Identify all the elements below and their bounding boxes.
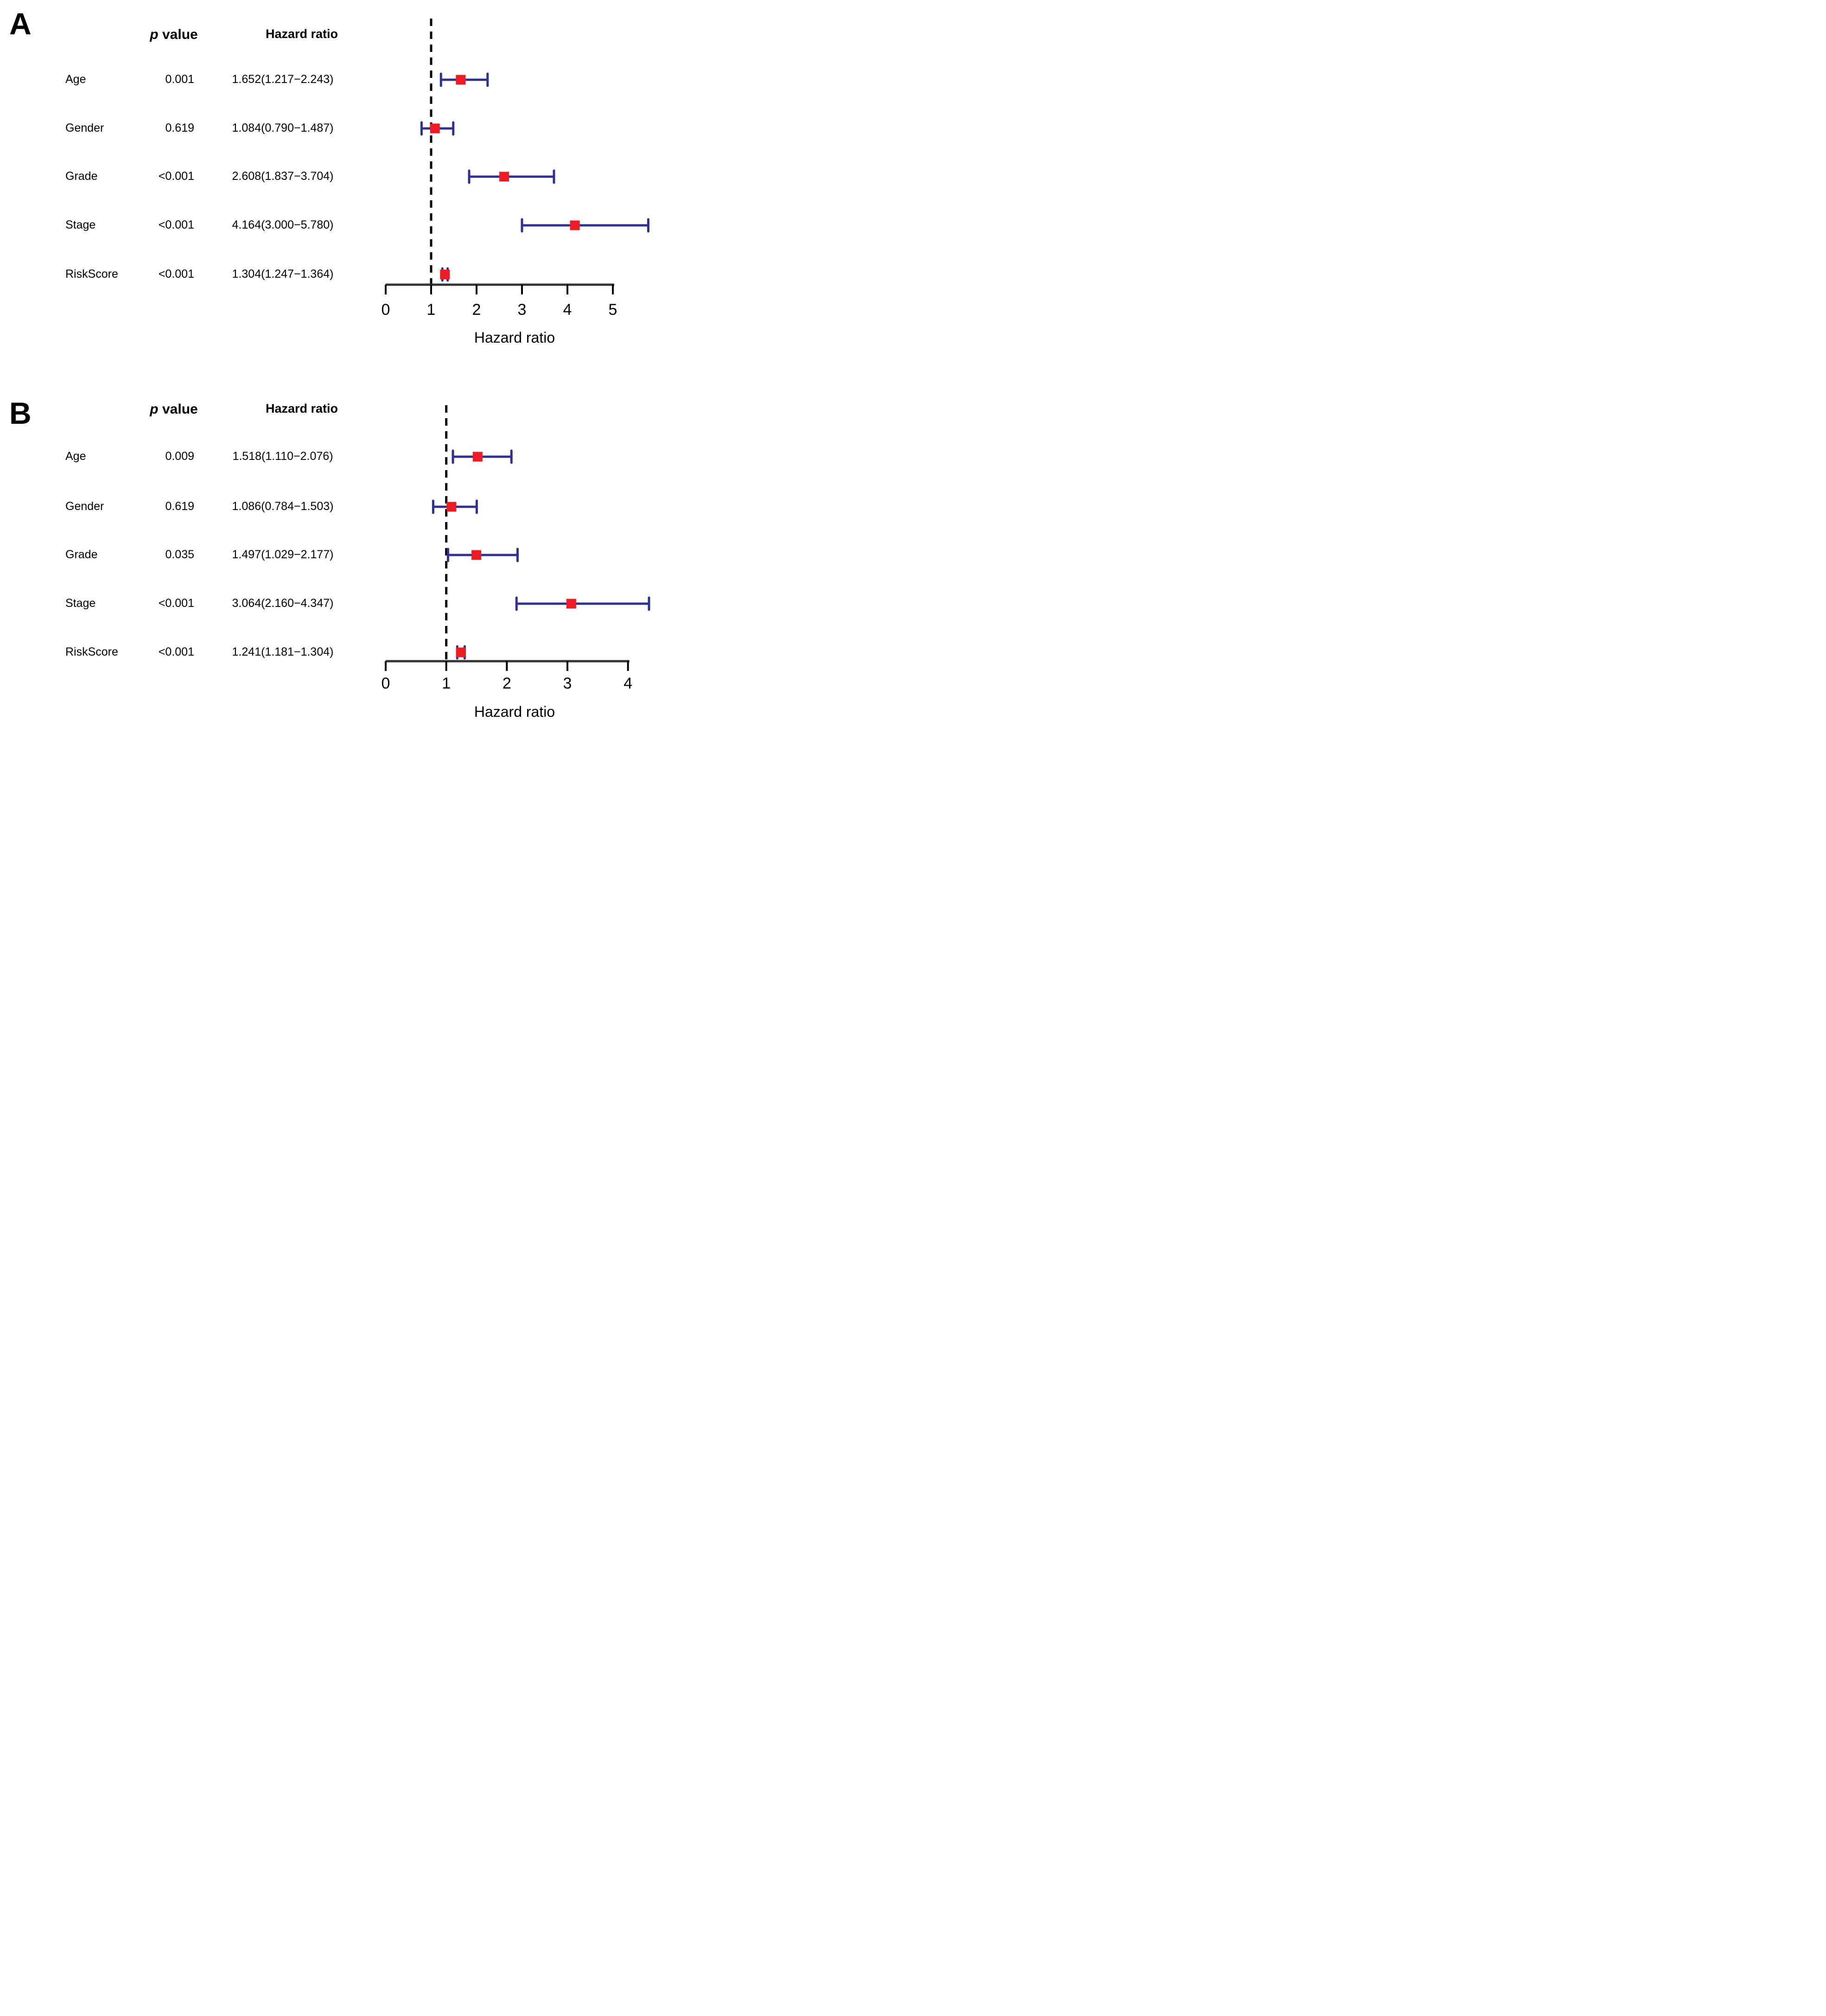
- row-pvalue-grade: <0.001: [158, 170, 194, 183]
- row-hr-ci-riskscore: 1.241(1.181−1.304): [232, 645, 334, 658]
- hr-marker: [430, 123, 440, 134]
- x-axis-tick-label: 5: [609, 301, 617, 319]
- panel-b-plot: 0 1 2 3 4 Hazard ratio: [382, 405, 650, 720]
- row-label-age: Age: [65, 73, 86, 86]
- row-pvalue-age: 0.009: [165, 450, 194, 463]
- x-axis-title: Hazard ratio: [474, 703, 555, 720]
- row-pvalue-riskscore: <0.001: [158, 645, 194, 658]
- x-axis-tick-label: 4: [624, 675, 632, 692]
- panel-a: 0 1 2 3 4 5 Hazard ratio A p value Hazard ratio…: [0, 0, 658, 364]
- hr-marker: [570, 220, 580, 230]
- row-hr-ci-age: 1.518(1.110−2.076): [232, 450, 333, 463]
- row-label-riskscore: RiskScore: [65, 268, 118, 281]
- x-axis-tick-label: 3: [518, 301, 527, 319]
- row-hr-ci-grade: 2.608(1.837−3.704): [232, 170, 334, 183]
- x-axis-tick-label: 0: [382, 675, 390, 692]
- row-label-gender: Gender: [65, 500, 104, 513]
- row-pvalue-stage: <0.001: [158, 597, 194, 610]
- row-label-riskscore: RiskScore: [65, 645, 118, 658]
- hr-marker: [440, 269, 450, 280]
- x-axis-tick-label: 0: [382, 301, 390, 319]
- hr-marker: [471, 550, 482, 560]
- x-axis-tick-label: 4: [563, 301, 572, 319]
- panel-b-hazard-ratio-header: Hazard ratio: [265, 402, 338, 415]
- x-axis-tick-label: 3: [563, 675, 572, 692]
- panel-a-label: A: [9, 6, 32, 41]
- row-label-gender: Gender: [65, 121, 104, 134]
- x-axis-tick-label: 1: [427, 301, 436, 319]
- row-label-grade: Grade: [65, 170, 98, 183]
- panel-b-p-value-header: p value: [118, 402, 229, 416]
- row-hr-ci-grade: 1.497(1.029−2.177): [232, 548, 334, 561]
- row-pvalue-gender: 0.619: [165, 500, 194, 513]
- row-hr-ci-gender: 1.086(0.784−1.503): [232, 500, 334, 513]
- p-value-header-italic-p: p: [150, 27, 159, 42]
- panel-b: 0 1 2 3 4 Hazard ratio B p value Hazard ratio …: [0, 364, 658, 727]
- hr-marker: [499, 172, 509, 182]
- row-pvalue-riskscore: <0.001: [158, 268, 194, 281]
- hr-marker: [456, 647, 466, 657]
- hr-marker: [456, 75, 466, 85]
- x-axis-tick-label: 1: [442, 675, 451, 692]
- row-hr-ci-stage: 3.064(2.160−4.347): [232, 597, 334, 610]
- row-pvalue-gender: 0.619: [165, 121, 194, 134]
- p-value-header-rest: value: [162, 27, 198, 42]
- row-label-age: Age: [65, 450, 86, 463]
- panel-a-p-value-header: p value: [118, 28, 229, 42]
- panel-a-plot: 0 1 2 3 4 5 Hazard ratio: [382, 19, 649, 346]
- row-label-stage: Stage: [65, 218, 96, 231]
- x-axis-tick-label: 2: [472, 301, 481, 319]
- row-pvalue-grade: 0.035: [165, 548, 194, 561]
- row-hr-ci-age: 1.652(1.217−2.243): [232, 73, 334, 86]
- x-axis-tick-label: 2: [503, 675, 511, 692]
- row-pvalue-stage: <0.001: [158, 218, 194, 231]
- forest-plot-figure: 0 1 2 3 4 5 Hazard ratio A p value Hazard ratio…: [0, 0, 658, 727]
- panel-b-label: B: [9, 396, 32, 430]
- row-hr-ci-stage: 4.164(3.000−5.780): [232, 218, 334, 231]
- row-label-stage: Stage: [65, 597, 96, 610]
- hr-marker: [566, 599, 576, 609]
- p-value-header-italic-p: p: [150, 402, 159, 417]
- row-hr-ci-riskscore: 1.304(1.247−1.364): [232, 268, 334, 281]
- x-axis-title: Hazard ratio: [474, 329, 555, 346]
- row-hr-ci-gender: 1.084(0.790−1.487): [232, 121, 334, 134]
- hr-marker: [446, 502, 457, 512]
- row-label-grade: Grade: [65, 548, 98, 561]
- hr-marker: [472, 452, 483, 462]
- row-pvalue-age: 0.001: [165, 73, 194, 86]
- panel-a-hazard-ratio-header: Hazard ratio: [265, 27, 338, 41]
- p-value-header-rest: value: [162, 402, 198, 417]
